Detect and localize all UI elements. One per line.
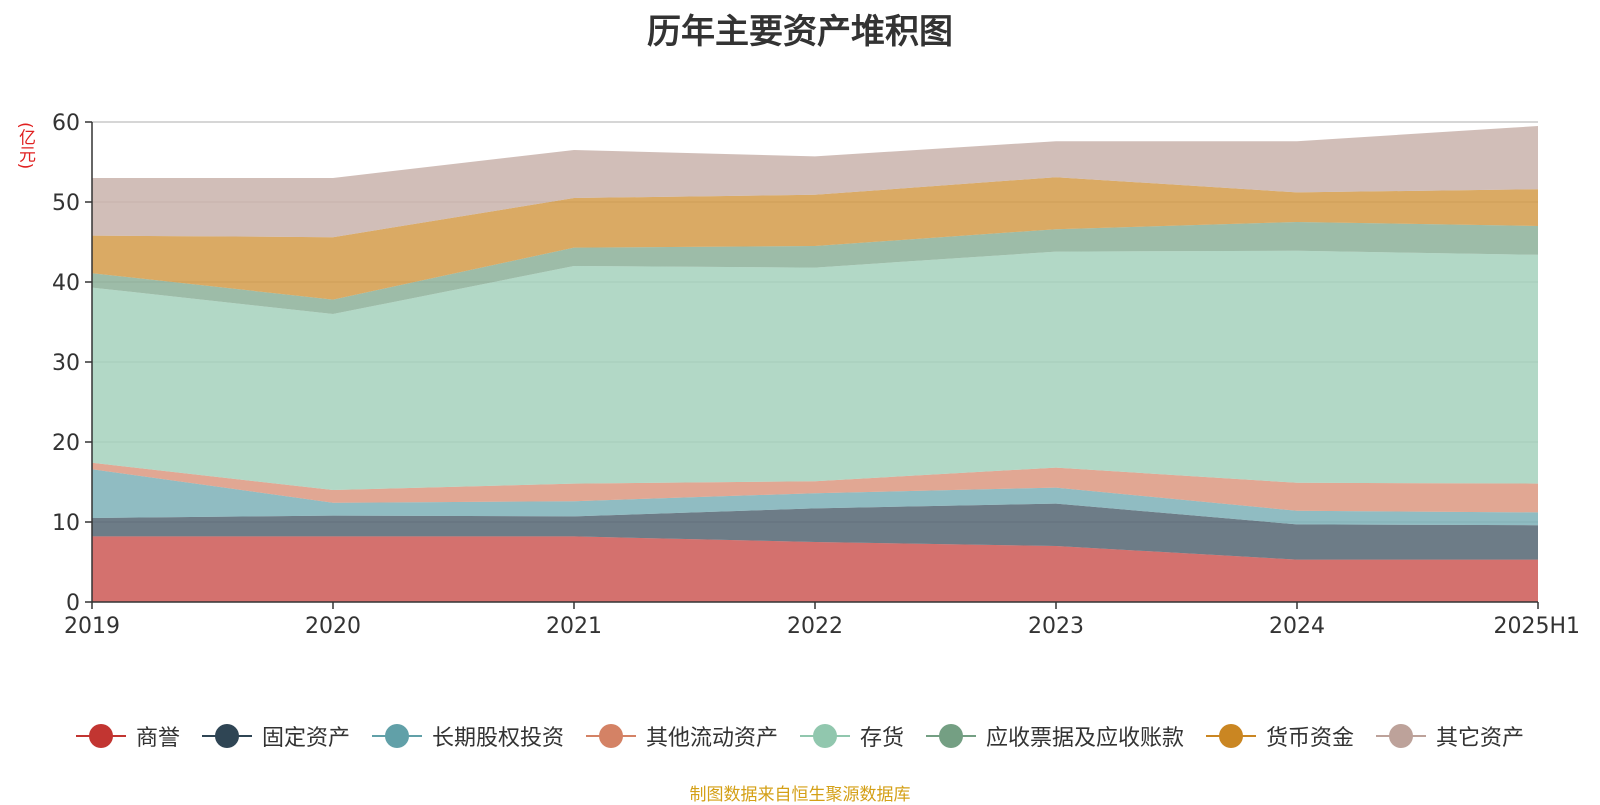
area-series-group	[92, 126, 1538, 602]
y-tick-label: 20	[52, 431, 80, 456]
legend-marker-icon	[201, 724, 252, 748]
legend-item-存货[interactable]: 存货	[800, 720, 904, 752]
legend-label: 存货	[860, 726, 905, 751]
legend-marker-icon	[75, 724, 126, 748]
legend-item-长期股权投资[interactable]: 长期股权投资	[371, 720, 564, 752]
x-tick-label: 2022	[787, 614, 843, 639]
area-series-其他流动资产[interactable]	[92, 462, 1538, 513]
legend-label: 应收票据及应收账款	[986, 726, 1185, 751]
y-axis-unit-label: (亿元)	[15, 122, 35, 170]
source-note: 制图数据来自恒生聚源数据库	[689, 785, 911, 805]
y-tick-label: 40	[52, 271, 80, 296]
x-tick-label: 2020	[305, 614, 361, 639]
legend-marker-icon	[800, 724, 850, 748]
legend-item-其它资产[interactable]: 其它资产	[1376, 720, 1524, 752]
area-series-应收票据及应收账款[interactable]	[92, 222, 1538, 314]
legend-item-固定资产[interactable]: 固定资产	[201, 720, 350, 752]
y-tick-label: 60	[52, 111, 80, 136]
axes: 0 10 20 30 40 50 60 2019 2020 2021 2022 2023 2024 202…	[52, 111, 1580, 639]
legend: 商誉 固定资产 长期股权投资 其他流动资产 存货 应收票据及应收账款 货币资金 其它资产	[0, 718, 1600, 754]
legend-item-其他流动资产[interactable]: 其他流动资产	[585, 720, 778, 752]
legend-label: 其它资产	[1436, 726, 1525, 751]
area-series-长期股权投资[interactable]	[92, 469, 1538, 526]
legend-marker-icon	[585, 724, 636, 748]
legend-item-应收票据及应收账款[interactable]: 应收票据及应收账款	[926, 720, 1184, 752]
legend-marker-icon	[1206, 724, 1257, 748]
y-tick-label: 10	[52, 511, 80, 536]
x-tick-label: 2025H1	[1493, 614, 1580, 639]
area-series-商誉[interactable]	[92, 536, 1538, 602]
legend-marker-icon	[371, 724, 422, 748]
legend-label: 其他流动资产	[645, 726, 778, 751]
chart-title: 历年主要资产堆积图	[647, 12, 953, 52]
area-series-存货[interactable]	[92, 250, 1538, 490]
x-tick-label: 2024	[1269, 614, 1325, 639]
y-tick-label: 50	[52, 191, 80, 216]
legend-label: 固定资产	[261, 726, 350, 751]
legend-label: 长期股权投资	[431, 726, 564, 751]
legend-item-货币资金[interactable]: 货币资金	[1206, 720, 1354, 752]
area-series-其它资产[interactable]	[92, 126, 1538, 238]
legend-label: 商誉	[135, 726, 180, 751]
x-tick-label: 2021	[546, 614, 602, 639]
y-tick-label: 30	[52, 351, 80, 376]
legend-marker-icon	[1376, 724, 1427, 748]
y-tick-label: 0	[66, 591, 80, 616]
legend-item-商誉[interactable]: 商誉	[75, 720, 180, 752]
area-series-固定资产[interactable]	[92, 503, 1538, 560]
legend-label: 货币资金	[1266, 726, 1355, 751]
area-series-货币资金[interactable]	[92, 177, 1538, 300]
x-tick-label: 2019	[64, 614, 120, 639]
x-tick-label: 2023	[1028, 614, 1084, 639]
legend-marker-icon	[926, 724, 977, 748]
